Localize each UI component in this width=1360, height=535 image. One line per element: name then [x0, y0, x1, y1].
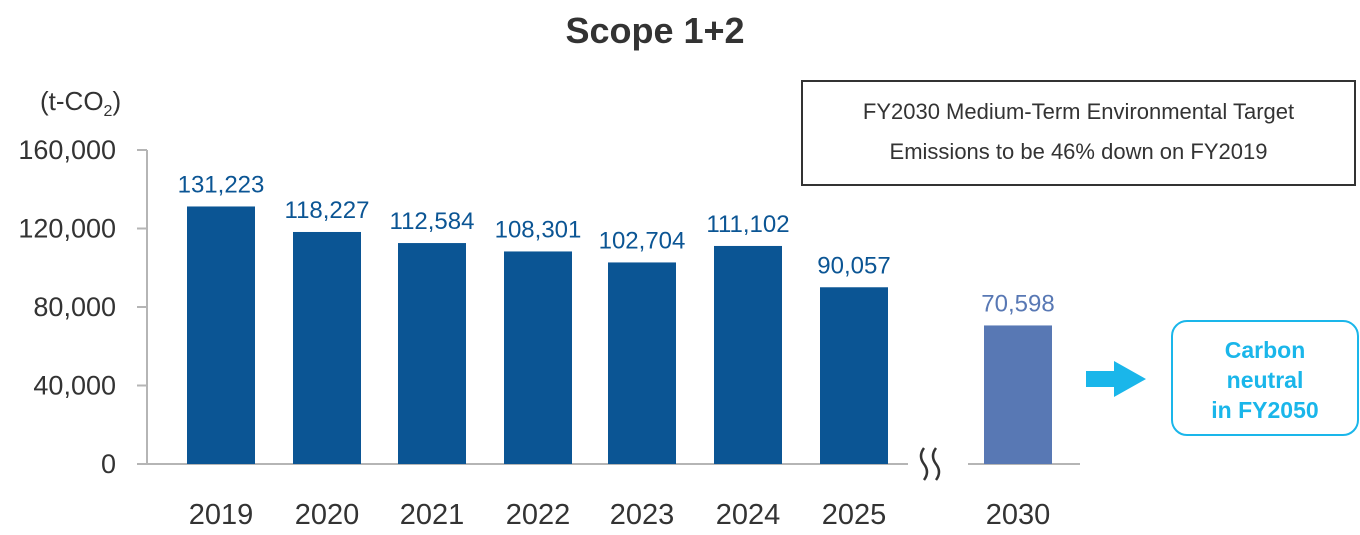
bar-2022 — [504, 251, 572, 464]
target-line-2: Emissions to be 46% down on FY2019 — [889, 139, 1268, 164]
carbon-neutral-line-2: neutral — [1226, 367, 1304, 393]
category-label-2030: 2030 — [986, 499, 1051, 531]
bar-2024 — [714, 245, 782, 464]
y-tick-label: 40,000 — [33, 371, 116, 401]
category-label-2020: 2020 — [295, 499, 360, 531]
value-label-2023: 102,704 — [599, 227, 686, 254]
category-label-2023: 2023 — [610, 499, 675, 531]
value-label-2019: 131,223 — [178, 171, 265, 198]
category-label-2022: 2022 — [506, 499, 571, 531]
value-label-2025: 90,057 — [817, 252, 890, 279]
bar-2019 — [187, 206, 255, 465]
value-label-2021: 112,584 — [390, 208, 475, 235]
value-label-2022: 108,301 — [495, 216, 582, 243]
bar-2030 — [984, 325, 1052, 464]
target-line-1: FY2030 Medium-Term Environmental Target — [862, 99, 1295, 124]
value-label-2020: 118,227 — [285, 197, 370, 224]
unit-close-paren: ) — [112, 86, 122, 116]
category-label-2024: 2024 — [716, 499, 781, 531]
carbon-neutral-line-1: Carbon — [1224, 337, 1306, 363]
bar-2023 — [608, 262, 676, 464]
carbon-neutral-line-3: in FY2050 — [1211, 397, 1319, 423]
bar-2020 — [293, 231, 361, 464]
value-label-2024: 111,102 — [706, 211, 789, 238]
axis-break-right-stroke — [931, 447, 941, 481]
bar-2021 — [398, 243, 466, 464]
y-tick-label: 120,000 — [18, 214, 116, 244]
y-axis-unit-label: (t-CO2) — [40, 86, 121, 121]
y-tick-label: 80,000 — [33, 292, 116, 322]
y-tick-label: 0 — [101, 449, 116, 479]
carbon-neutral-box: Carbon neutral in FY2050 — [1171, 320, 1359, 436]
category-label-2025: 2025 — [822, 499, 887, 531]
medium-term-target-box: FY2030 Medium-Term Environmental Target … — [801, 80, 1356, 186]
bar-2025 — [820, 287, 888, 464]
right-arrow-icon — [1086, 361, 1146, 397]
category-label-2019: 2019 — [189, 499, 254, 531]
chart-title: Scope 1+2 — [565, 10, 745, 51]
value-label-2030: 70,598 — [981, 290, 1054, 317]
axis-break-left-stroke — [919, 447, 929, 481]
y-tick-label: 160,000 — [18, 135, 116, 165]
unit-label-text: (t-CO — [40, 86, 104, 116]
category-label-2021: 2021 — [400, 499, 465, 531]
unit-subscript: 2 — [103, 103, 113, 121]
